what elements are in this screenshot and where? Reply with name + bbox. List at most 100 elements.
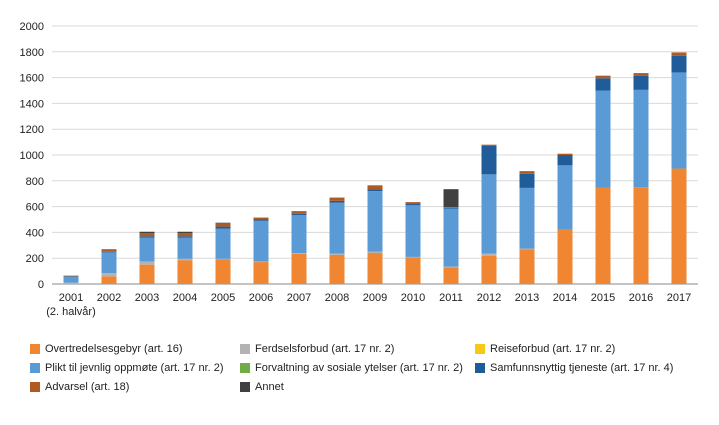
- x-tick-label: 2014: [553, 292, 577, 304]
- bar-segment: [329, 197, 345, 201]
- y-tick-label: 2000: [20, 21, 44, 33]
- x-tick-label: 2003: [135, 292, 159, 304]
- bar-segment: [253, 219, 269, 221]
- legend-label: Annet: [255, 380, 284, 393]
- bar-segment: [253, 217, 269, 220]
- y-tick-label: 800: [26, 176, 44, 188]
- bar-segment: [405, 202, 421, 205]
- x-tick-label: 2005: [211, 292, 235, 304]
- legend-label: Advarsel (art. 18): [45, 380, 130, 393]
- bar-segment: [215, 228, 231, 259]
- legend-item-overtredelsesgebyr: Overtredelsesgebyr (art. 16): [30, 343, 240, 355]
- y-tick-label: 1600: [20, 73, 44, 85]
- x-tick-sublabel: (2. halvår): [46, 306, 96, 318]
- bar-segment: [177, 236, 193, 238]
- x-tick-label: 2010: [401, 292, 425, 304]
- bar-segment: [253, 262, 269, 284]
- legend-swatch: [240, 362, 250, 373]
- y-tick-label: 1400: [20, 98, 44, 110]
- bar-segment: [253, 220, 269, 262]
- x-tick-label: 2011: [439, 292, 463, 304]
- stacked-bar-chart: 0 200 400 600 800 1000 1200 1400 1600 1800 2000 200…: [20, 21, 698, 318]
- bar-segment: [177, 233, 193, 237]
- bar-segment: [671, 168, 687, 284]
- bar-segment: [405, 204, 421, 206]
- bar-segment: [177, 260, 193, 284]
- bar-segment: [215, 223, 231, 227]
- x-tick-label: 2007: [287, 292, 311, 304]
- bar-segment: [481, 174, 497, 254]
- legend-item-annet: Annet: [240, 381, 475, 393]
- bar-segment: [595, 75, 611, 79]
- bar-segment: [481, 145, 497, 175]
- bar-segment: [595, 78, 611, 91]
- bar-segment: [367, 191, 383, 252]
- x-tick-label: 2008: [325, 292, 349, 304]
- bar-segment: [215, 222, 231, 224]
- bar-segment: [595, 90, 611, 188]
- bar-segment: [633, 73, 649, 76]
- bar-segment: [481, 253, 497, 256]
- bar-segment: [215, 259, 231, 284]
- legend-label: Ferdselsforbud (art. 17 nr. 2): [255, 342, 395, 355]
- bar-segment: [671, 55, 687, 73]
- x-tick-label: 2015: [591, 292, 615, 304]
- bar-segment: [329, 200, 345, 203]
- x-tick-label: 2001: [59, 292, 83, 304]
- y-tick-label: 0: [38, 279, 44, 291]
- bar-segment: [367, 253, 383, 284]
- legend: Overtredelsesgebyr (art. 16) Ferdselsfor…: [30, 339, 710, 396]
- x-tick-label: 2002: [97, 292, 121, 304]
- bar-segment: [101, 249, 117, 252]
- bar-segment: [443, 189, 459, 208]
- legend-item-plikt-oppmote: Plikt til jevnlig oppmøte (art. 17 nr. 2…: [30, 362, 240, 374]
- bar-segment: [595, 187, 611, 284]
- legend-item-forvaltning: Forvaltning av sosiale ytelser (art. 17 …: [240, 362, 475, 374]
- bars: [63, 52, 687, 284]
- bar-segment: [557, 229, 573, 284]
- bar-segment: [481, 144, 497, 146]
- bar-segment: [177, 258, 193, 261]
- bar-segment: [291, 253, 307, 254]
- bar-segment: [139, 237, 155, 262]
- bar-segment: [139, 233, 155, 237]
- bar-segment: [63, 276, 79, 277]
- legend-label: Reiseforbud (art. 17 nr. 2): [490, 342, 616, 355]
- legend-swatch: [475, 362, 485, 373]
- bar-segment: [405, 256, 421, 258]
- x-tick-label: 2013: [515, 292, 539, 304]
- legend-swatch: [475, 343, 485, 354]
- bar-segment: [367, 185, 383, 190]
- bar-segment: [291, 211, 307, 214]
- legend-item-samfunnsnyttig: Samfunnsnyttig tjeneste (art. 17 nr. 4): [475, 362, 710, 374]
- legend-label: Forvaltning av sosiale ytelser (art. 17 …: [255, 361, 463, 374]
- legend-swatch: [30, 343, 40, 354]
- x-tick-label: 2004: [173, 292, 197, 304]
- bar-segment: [519, 249, 535, 284]
- bar-segment: [519, 173, 535, 188]
- y-tick-label: 400: [26, 227, 44, 239]
- bar-segment: [443, 207, 459, 209]
- bar-segment: [633, 187, 649, 284]
- bar-segment: [481, 255, 497, 284]
- bar-segment: [291, 253, 307, 284]
- bar-segment: [253, 261, 269, 263]
- y-tick-label: 200: [26, 253, 44, 265]
- bar-segment: [557, 153, 573, 155]
- legend-swatch: [240, 381, 250, 392]
- bar-segment: [215, 258, 231, 260]
- bar-segment: [443, 207, 459, 208]
- bar-segment: [367, 251, 383, 254]
- legend-label: Samfunnsnyttig tjeneste (art. 17 nr. 4): [490, 361, 674, 374]
- legend-item-ferdselsforbud: Ferdselsforbud (art. 17 nr. 2): [240, 343, 475, 355]
- bar-segment: [139, 236, 155, 238]
- bar-segment: [443, 267, 459, 284]
- bar-segment: [519, 187, 535, 249]
- legend-item-advarsel: Advarsel (art. 18): [30, 381, 240, 393]
- bar-segment: [329, 202, 345, 254]
- bar-segment: [101, 276, 117, 284]
- legend-swatch: [30, 362, 40, 373]
- x-tick-label: 2016: [629, 292, 653, 304]
- bar-segment: [63, 275, 79, 277]
